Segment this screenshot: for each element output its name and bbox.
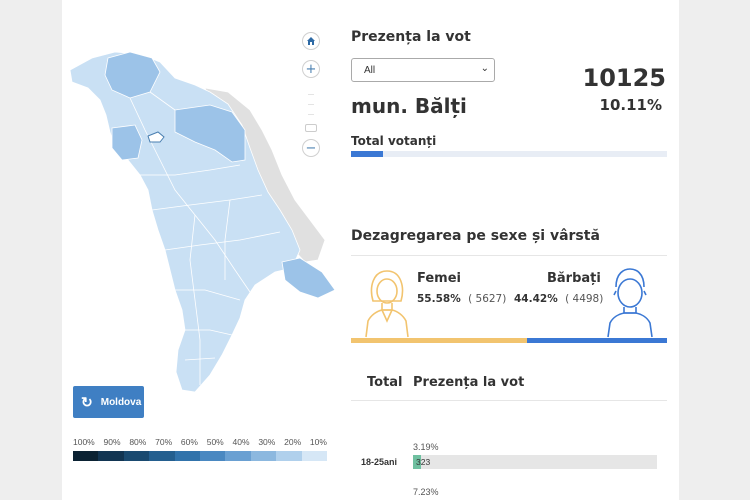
age-row-percent: 7.23% (413, 487, 439, 497)
filter-select[interactable]: All ⌄ (351, 58, 495, 82)
zoom-slider[interactable] (305, 86, 317, 134)
legend-labels: 100% 90% 80% 70% 60% 50% 40% 30% 20% 10% (73, 437, 327, 447)
male-percent: 44.42% (514, 293, 558, 305)
home-icon (307, 37, 315, 45)
age-col-total: Total (367, 375, 403, 390)
divider (351, 400, 667, 401)
age-col-turnout: Prezența la vot (413, 375, 525, 390)
zoom-slider-handle[interactable] (305, 124, 317, 132)
zoom-slider-step (308, 94, 314, 95)
turnout-progress-fill (351, 151, 383, 157)
gender-section-title: Dezagregarea pe sexe și vârstă (351, 228, 600, 244)
home-button[interactable] (302, 32, 320, 50)
legend-label: 50% (206, 437, 224, 447)
map-district-west[interactable] (111, 124, 143, 161)
reset-map-button[interactable]: ↻ Moldova (73, 386, 144, 418)
female-count: ( 5627) (468, 293, 507, 305)
legend-swatch (250, 451, 277, 461)
legend-label: 30% (258, 437, 276, 447)
male-share-bar (527, 338, 667, 343)
plus-icon: + (305, 61, 317, 77)
zoom-in-button[interactable]: + (302, 60, 320, 78)
age-row-percent: 3.19% (413, 442, 439, 452)
map-district-east[interactable] (174, 104, 246, 163)
legend-swatch (225, 451, 251, 461)
legend-swatch (174, 451, 201, 461)
male-label: Bărbați (547, 271, 601, 286)
legend-label: 90% (103, 437, 121, 447)
female-avatar-icon (365, 270, 409, 338)
map-district-southeast[interactable] (281, 257, 336, 299)
female-stat: 55.58% ( 5627) (417, 293, 506, 305)
legend-label: 80% (129, 437, 147, 447)
region-name: mun. Bălți (351, 94, 467, 118)
zoom-out-button[interactable]: − (302, 139, 320, 157)
map-main-region[interactable] (69, 51, 301, 393)
legend-label: 100% (73, 437, 95, 447)
legend-swatch (276, 451, 302, 461)
age-row-bar (413, 455, 657, 469)
turnout-progress-bar (351, 151, 667, 157)
divider (351, 255, 667, 256)
refresh-icon: ↻ (81, 393, 93, 410)
male-count: ( 4498) (565, 293, 604, 305)
moldova-map[interactable] (60, 40, 345, 400)
zoom-slider-step (308, 114, 314, 115)
turnout-percent: 10.11% (599, 96, 662, 114)
legend-swatch (73, 451, 99, 461)
age-row-count: 323 (416, 457, 431, 467)
male-stat: 44.42% ( 4498) (514, 293, 603, 305)
legend-label: 70% (155, 437, 173, 447)
legend-label: 40% (232, 437, 250, 447)
map-selected-city[interactable] (147, 131, 165, 143)
age-row-label: 18-25ani (361, 457, 398, 467)
reset-map-label: Moldova (100, 396, 142, 408)
filter-select-value: All (364, 64, 376, 76)
legend-swatch (98, 451, 124, 461)
total-voters-label: Total votanți (351, 134, 437, 148)
turnout-title: Prezența la vot (351, 29, 471, 45)
age-row-bar-fill (413, 455, 421, 469)
female-share-bar (351, 338, 527, 343)
legend-swatch (301, 451, 328, 461)
minus-icon: − (305, 140, 317, 156)
female-percent: 55.58% (417, 293, 461, 305)
turnout-count: 10125 (582, 64, 667, 92)
female-label: Femei (417, 271, 461, 286)
male-avatar-icon (607, 268, 653, 338)
map-district-borders (129, 91, 281, 385)
legend-label: 20% (284, 437, 302, 447)
legend-label: 60% (180, 437, 198, 447)
legend-swatch (123, 451, 150, 461)
legend-label: 10% (309, 437, 327, 447)
zoom-slider-step (308, 104, 314, 105)
legend-swatch (149, 451, 175, 461)
chevron-down-icon: ⌄ (480, 63, 489, 74)
legend-swatch (200, 451, 226, 461)
legend-color-scale (73, 451, 328, 461)
